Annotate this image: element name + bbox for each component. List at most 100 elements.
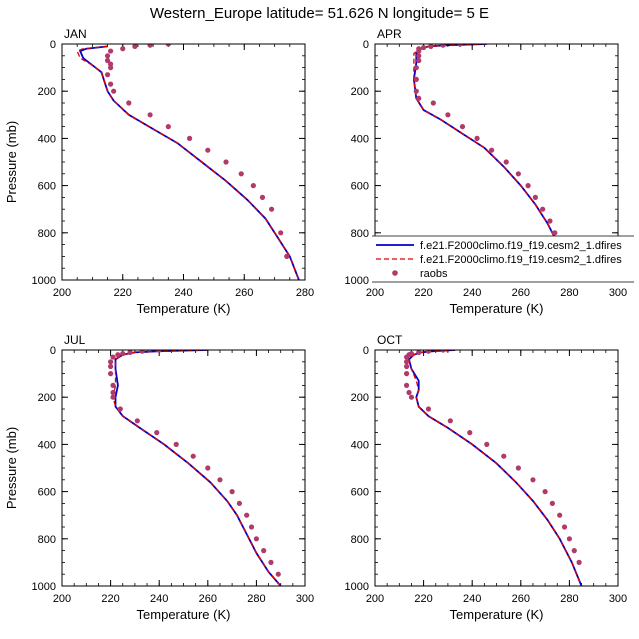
raobs-point [165,44,171,47]
legend-label: f.e21.F2000climo.f19_f19.cesm2_1.dfires [420,240,622,252]
raobs-point [403,363,410,370]
x-axis-label: Temperature (K) [137,607,231,622]
raobs-point [120,46,126,52]
raobs-point [416,350,422,355]
raobs-point [484,441,490,447]
y-tick-label: 200 [351,86,369,98]
legend: f.e21.F2000climo.f19_f19.cesm2_1.dfiresf… [372,235,634,283]
y-tick-label: 800 [38,228,56,240]
y-tick-label: 400 [38,439,56,451]
raobs-point [515,465,521,471]
raobs-point [104,53,111,59]
raobs-point [132,44,138,49]
raobs-point [284,253,290,259]
y-tick-label: 0 [363,345,369,357]
raobs-point [440,350,446,353]
raobs-point [447,418,453,424]
y-tick-label: 1000 [345,275,369,287]
x-tick-label: 220 [114,287,132,299]
x-tick-label: 200 [53,287,71,299]
raobs-point [547,218,553,224]
raobs-point [268,559,274,566]
raobs-point [403,371,410,377]
x-tick-label: 300 [609,593,627,605]
x-tick-label: 240 [150,593,168,605]
x-tick-label: 280 [247,593,265,605]
raobs-point [474,135,480,141]
raobs-point [406,389,412,396]
y-tick-label: 600 [351,181,369,193]
x-tick-label: 300 [296,593,314,605]
x-tick-label: 260 [199,593,217,605]
raobs-point [248,524,255,530]
model-line-solid [79,45,300,280]
raobs-point [503,159,509,165]
raobs-point [430,100,436,106]
y-tick-label: 0 [50,345,56,357]
raobs-point [408,394,415,400]
y-tick-label: 0 [50,39,56,51]
raobs-point [275,571,281,577]
raobs-point [542,489,548,495]
panel-jan: 200 220 240 260 280 0 200 400 600 800 1000 JAN Tempe… [4,27,314,316]
raobs-point [238,171,244,177]
raobs-point [127,350,133,355]
plot-area [403,350,583,586]
x-tick-label: 280 [560,593,578,605]
raobs-point [108,359,114,365]
raobs-point [108,363,114,370]
raobs-point [425,406,432,412]
x-tick-label: 280 [560,287,578,299]
raobs-point [549,500,555,506]
panels: 200 220 240 260 280 0 200 400 600 800 1000 JAN Tempe… [4,27,627,622]
y-axis-label: Pressure (mb) [4,427,19,509]
raobs-point [250,183,256,189]
raobs-point [532,194,538,200]
x-tick-label: 260 [235,287,253,299]
x-tick-label: 240 [174,287,192,299]
raobs-point [217,477,223,483]
panel-oct: 200 220 240 260 280 300 0 200 400 600 800 1000 OCT Te… [345,333,628,622]
model-line-dashed [112,350,282,586]
raobs-point [120,350,126,357]
raobs-point [561,524,568,530]
raobs-point [278,230,284,236]
x-tick-label: 240 [463,287,481,299]
raobs-point [413,76,419,82]
x-axis-label: Temperature (K) [450,607,544,622]
raobs-point [457,44,463,47]
raobs-point [104,57,111,64]
raobs-point [115,352,121,358]
raobs-point [173,441,179,447]
raobs-point [552,230,558,236]
raobs-point [416,53,422,59]
figure-title: Western_Europe latitude= 51.626 N longit… [150,5,489,22]
panel-title: JUL [64,333,86,347]
raobs-point [205,147,211,153]
raobs-point [421,44,427,51]
model-line-solid [407,350,583,586]
y-tick-label: 200 [38,86,56,98]
raobs-point [147,112,153,118]
raobs-point [557,512,563,518]
raobs-point [126,100,132,106]
raobs-point [259,194,266,200]
raobs-point [413,65,419,71]
panel-jul: 200 220 240 260 280 300 0 200 400 600 800 1000 JUL Te… [4,333,314,622]
raobs-point [104,72,111,78]
y-tick-label: 1000 [32,581,56,593]
legend-marker [392,270,398,276]
raobs-point [108,48,114,54]
raobs-point [108,371,114,377]
raobs-point [110,394,116,400]
legend-background [372,236,634,282]
raobs-point [223,159,229,165]
y-axis-label: Pressure (mb) [4,121,19,203]
model-line-dashed [76,45,300,280]
x-tick-label: 220 [101,593,119,605]
y-tick-label: 400 [38,133,56,145]
x-tick-label: 240 [463,593,481,605]
raobs-point [110,382,116,388]
raobs-point [108,65,114,71]
raobs-point [403,359,410,365]
